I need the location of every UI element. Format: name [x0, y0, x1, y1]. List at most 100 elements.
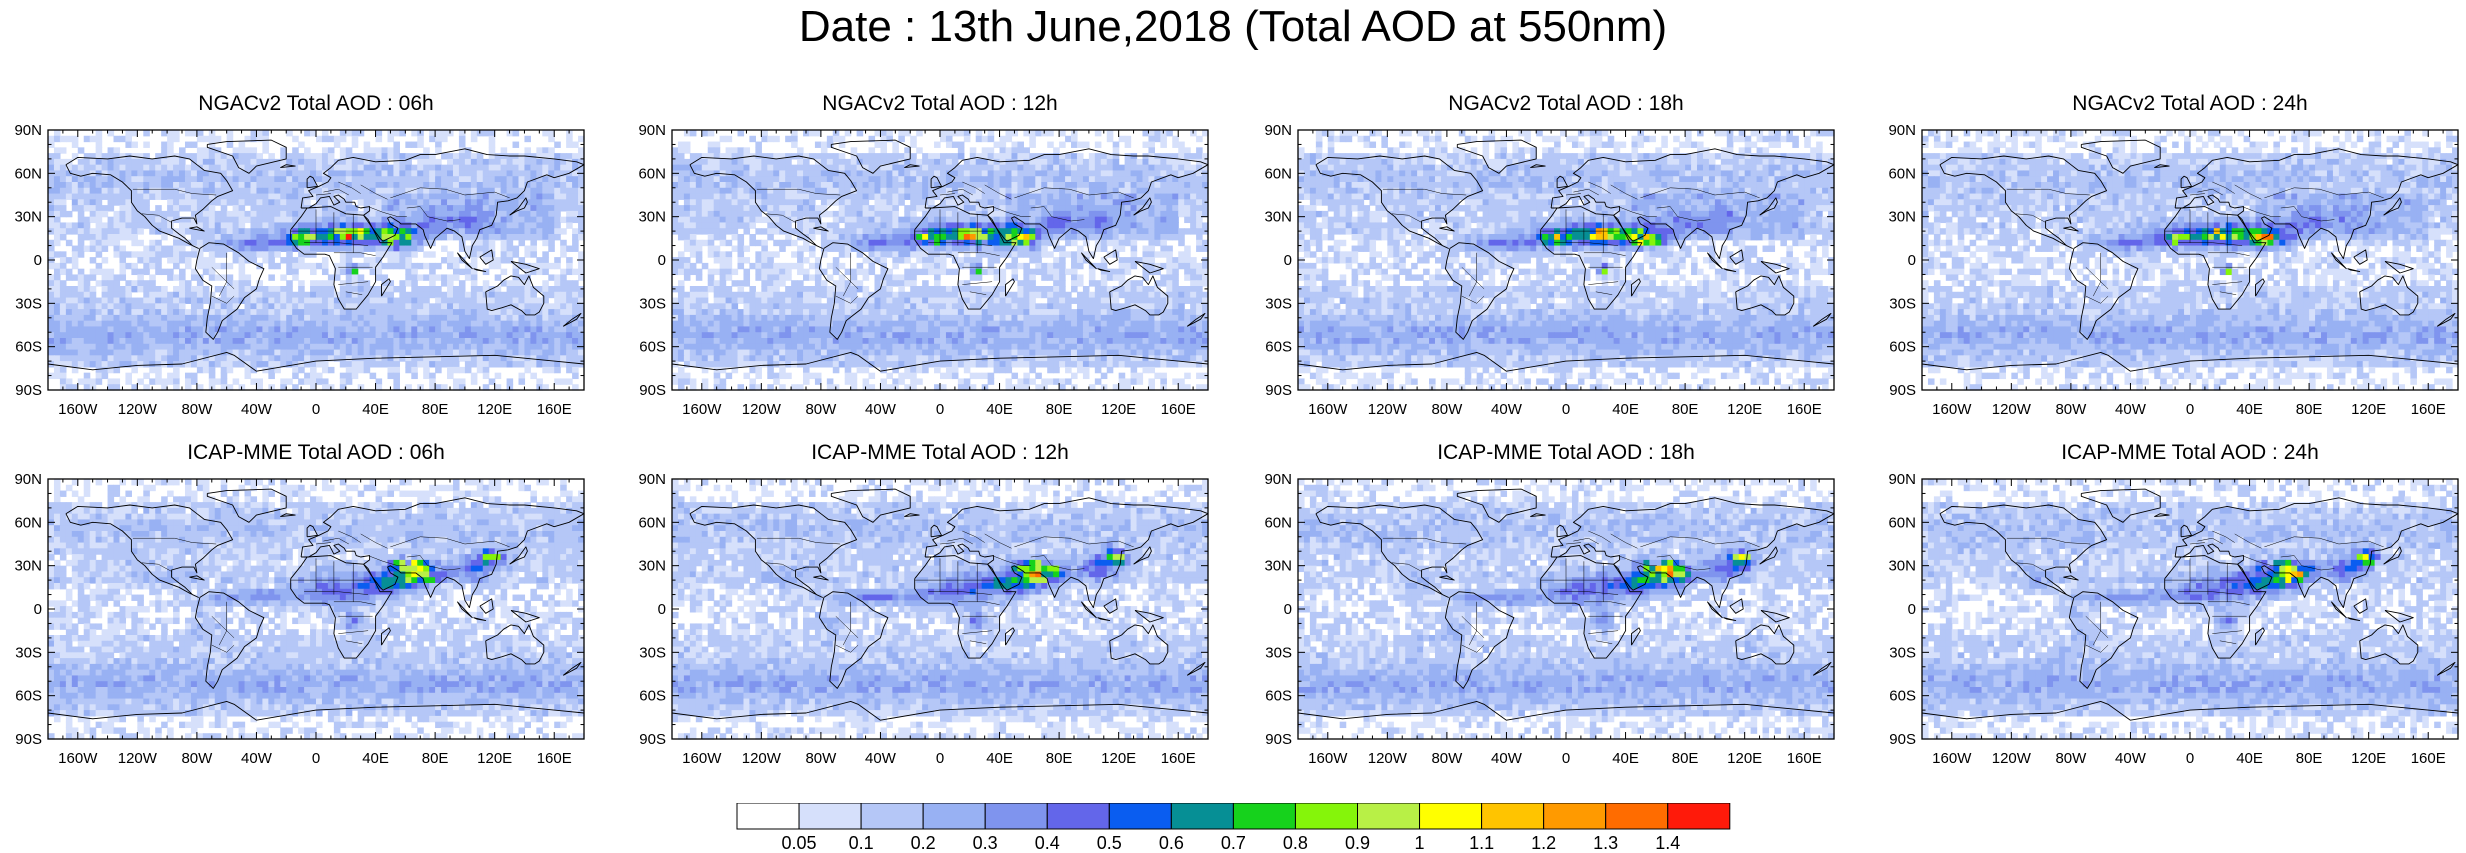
- lon-tick-label: 160E: [2411, 401, 2446, 418]
- lon-tick-label: 160W: [1308, 750, 1348, 767]
- lat-tick-label: 90S: [1265, 731, 1292, 748]
- lon-tick-label: 80E: [2296, 750, 2323, 767]
- lon-tick-label: 160W: [1932, 401, 1972, 418]
- coastlines: [671, 488, 1209, 721]
- axis-ticks: [671, 478, 1209, 740]
- lon-tick-label: 160E: [537, 750, 572, 767]
- lat-tick-label: 0: [34, 252, 42, 269]
- lat-tick-label: 0: [1908, 252, 1916, 269]
- colorbar-label: 0.1: [849, 833, 874, 851]
- figure-title: Date : 13th June,2018 (Total AOD at 550n…: [0, 2, 2466, 52]
- aod-map: 90N 60N 30N 0 30S 60S 90S 160W 120W 80W 40W 0 40E 80E…: [14, 122, 585, 418]
- lon-tick-label: 0: [312, 401, 320, 418]
- lon-tick-label: 120W: [1992, 401, 2032, 418]
- panel-title: ICAP-MME Total AOD : 24h: [1922, 441, 2458, 465]
- lon-tick-label: 120E: [1101, 401, 1136, 418]
- colorbar-label: 0.3: [973, 833, 998, 851]
- lat-tick-label: 60N: [14, 165, 42, 182]
- colorbar-swatch: [984, 803, 1048, 830]
- aod-field: [1298, 479, 1835, 740]
- colorbar-swatch: [1481, 803, 1545, 830]
- aod-field: [1922, 130, 2459, 391]
- country-borders: [1382, 181, 1760, 304]
- colorbar-swatch: [922, 803, 986, 830]
- lat-tick-label: 0: [1284, 252, 1292, 269]
- lon-tick-label: 0: [2186, 750, 2194, 767]
- colorbar-swatch: [736, 803, 800, 830]
- lon-tick-label: 120E: [1727, 401, 1762, 418]
- panel-title: NGACv2 Total AOD : 24h: [1922, 92, 2458, 116]
- lat-tick-label: 90N: [1264, 122, 1292, 139]
- lon-tick-label: 40W: [2115, 750, 2147, 767]
- lat-tick-label: 30S: [1889, 644, 1916, 661]
- country-borders: [132, 181, 510, 304]
- lon-tick-label: 80W: [2055, 750, 2087, 767]
- lat-tick-label: 30S: [1265, 295, 1292, 312]
- lon-tick-label: 120E: [2351, 750, 2386, 767]
- lat-tick-label: 90S: [1265, 382, 1292, 399]
- colorbar-label: 1.1: [1469, 833, 1494, 851]
- lat-tick-label: 60N: [638, 514, 666, 531]
- aod-field: [48, 130, 585, 391]
- colorbar-swatch: [1294, 803, 1359, 830]
- lat-tick-label: 60N: [1264, 165, 1292, 182]
- colorbar-label: 1: [1415, 833, 1425, 851]
- coastlines: [1921, 139, 2459, 372]
- aod-field: [1298, 130, 1835, 391]
- lat-tick-label: 60S: [1889, 339, 1916, 356]
- colorbar-swatch: [798, 803, 862, 830]
- coastlines: [1921, 488, 2459, 721]
- lon-tick-label: 160E: [1161, 401, 1196, 418]
- lon-tick-label: 120E: [1727, 750, 1762, 767]
- lat-tick-label: 30N: [14, 209, 42, 226]
- country-borders: [756, 181, 1134, 304]
- panel-title: ICAP-MME Total AOD : 06h: [48, 441, 584, 465]
- lat-tick-label: 60N: [1888, 165, 1916, 182]
- lon-tick-label: 160W: [1308, 401, 1348, 418]
- colorbar-label: 0.8: [1283, 833, 1308, 851]
- aod-map: 90N 60N 30N 0 30S 60S 90S 160W 120W 80W 40W 0 40E 80E…: [14, 471, 585, 767]
- lat-tick-label: 90S: [1889, 731, 1916, 748]
- lat-tick-label: 90S: [639, 731, 666, 748]
- colorbar-swatch: [1543, 803, 1607, 830]
- map-panel: ICAP-MME Total AOD : 18h 90N 60N 30N 0 30S 60S…: [1264, 441, 1848, 779]
- coastlines: [1297, 139, 1835, 372]
- colorbar-swatch: [1170, 803, 1234, 830]
- coastlines: [47, 488, 585, 721]
- lon-tick-label: 120W: [1368, 401, 1408, 418]
- lat-tick-label: 30N: [638, 558, 666, 575]
- colorbar-label: 0.05: [782, 833, 817, 851]
- lon-tick-label: 160W: [1932, 750, 1972, 767]
- map-panel: NGACv2 Total AOD : 18h 90N 60N 30N 0 30S 60S 90…: [1264, 92, 1848, 430]
- lon-tick-label: 80W: [805, 750, 837, 767]
- colorbar-label: 1.3: [1593, 833, 1618, 851]
- map-panel: NGACv2 Total AOD : 12h 90N 60N 30N 0 30S 60S 90…: [638, 92, 1222, 430]
- lon-tick-label: 120E: [477, 750, 512, 767]
- lon-tick-label: 40E: [362, 750, 389, 767]
- colorbar-label: 0.2: [911, 833, 936, 851]
- lon-tick-label: 120W: [742, 750, 782, 767]
- map-panel: ICAP-MME Total AOD : 06h 90N 60N 30N 0 30S 60S…: [14, 441, 598, 779]
- lon-tick-label: 80E: [1672, 750, 1699, 767]
- lon-tick-label: 40E: [362, 401, 389, 418]
- colorbar-label: 0.9: [1345, 833, 1370, 851]
- lat-tick-label: 90S: [1889, 382, 1916, 399]
- panel-title: ICAP-MME Total AOD : 12h: [672, 441, 1208, 465]
- lon-tick-label: 80E: [422, 750, 449, 767]
- colorbar-swatch: [1108, 803, 1172, 830]
- lon-tick-label: 0: [2186, 401, 2194, 418]
- colorbar: 0.05 0.1 0.2 0.3 0.4 0.5 0.6 0.7 0.8 0.9 1 1.1 1.2 1.…: [736, 803, 1731, 851]
- panel-title: NGACv2 Total AOD : 18h: [1298, 92, 1834, 116]
- lon-tick-label: 80W: [181, 750, 213, 767]
- lon-tick-label: 80E: [1046, 750, 1073, 767]
- panel-title: NGACv2 Total AOD : 12h: [672, 92, 1208, 116]
- lon-tick-label: 40E: [986, 750, 1013, 767]
- aod-field: [672, 479, 1209, 740]
- lon-tick-label: 40W: [241, 750, 273, 767]
- lat-tick-label: 30N: [1888, 558, 1916, 575]
- lat-tick-label: 90S: [639, 382, 666, 399]
- lat-tick-label: 90N: [1264, 471, 1292, 488]
- colorbar-label: 0.5: [1097, 833, 1122, 851]
- lon-tick-label: 80W: [181, 401, 213, 418]
- lon-tick-label: 80W: [1431, 750, 1463, 767]
